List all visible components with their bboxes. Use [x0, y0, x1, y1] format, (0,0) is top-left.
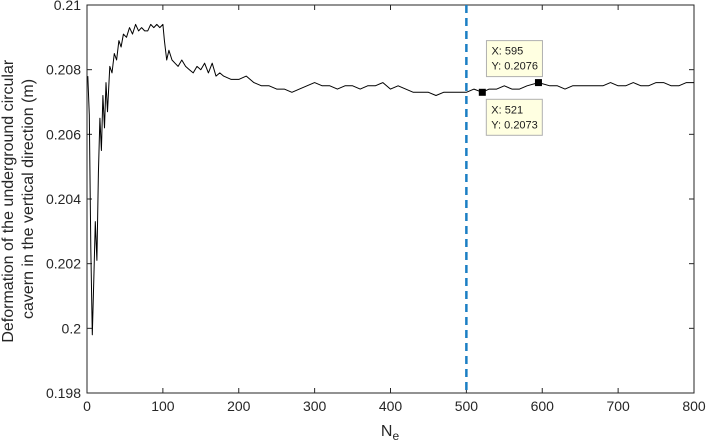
- datatips-group: X: 521 Y: 0.2073 X: 595 Y: 0.2076: [478, 40, 543, 136]
- y-tick-label: 0.2: [62, 320, 82, 336]
- datatip-x-text: X: 595: [491, 46, 523, 58]
- x-tick-label: 200: [227, 398, 251, 414]
- datatip-box: [485, 98, 543, 136]
- y-tick-label: 0.206: [46, 126, 81, 142]
- x-tick-label: 500: [455, 398, 479, 414]
- x-axis-label-main: N: [381, 423, 393, 440]
- x-tick-label: 600: [531, 398, 555, 414]
- datatip-marker: [534, 79, 542, 87]
- datatip-box: [485, 40, 543, 78]
- datatip-x-text: X: 521: [491, 104, 523, 116]
- y-axis-ticks: 0.198 0.2 0.202 0.204 0.206 0.208 0.21: [46, 0, 694, 401]
- x-tick-label: 300: [303, 398, 327, 414]
- y-axis-label-line2: cavern in the vertical direction (m): [20, 79, 37, 319]
- datatip-y-text: Y: 0.2073: [491, 119, 537, 131]
- y-axis-label: Deformation of the underground circular …: [0, 55, 37, 342]
- x-axis-label-sub: e: [392, 429, 399, 443]
- series-line: [87, 23, 694, 336]
- y-tick-label: 0.208: [46, 62, 81, 78]
- plot-area-frame: [86, 4, 695, 394]
- datatip-marker: [478, 88, 486, 96]
- x-tick-label: 0: [83, 398, 91, 414]
- y-tick-label: 0.204: [46, 191, 81, 207]
- x-tick-label: 800: [682, 398, 706, 414]
- y-axis-label-line1: Deformation of the underground circular: [0, 59, 17, 342]
- x-tick-label: 100: [151, 398, 175, 414]
- datatip-y-text: Y: 0.2076: [491, 61, 538, 73]
- y-tick-label: 0.21: [54, 0, 81, 13]
- x-axis-ticks: 0 100 200 300 400 500 600 700 800: [83, 5, 706, 414]
- x-tick-label: 700: [606, 398, 630, 414]
- x-tick-label: 400: [379, 398, 403, 414]
- x-axis-label: Ne: [381, 423, 400, 443]
- series-group: [87, 23, 694, 336]
- y-tick-label: 0.198: [46, 385, 81, 401]
- y-tick-label: 0.202: [46, 256, 81, 272]
